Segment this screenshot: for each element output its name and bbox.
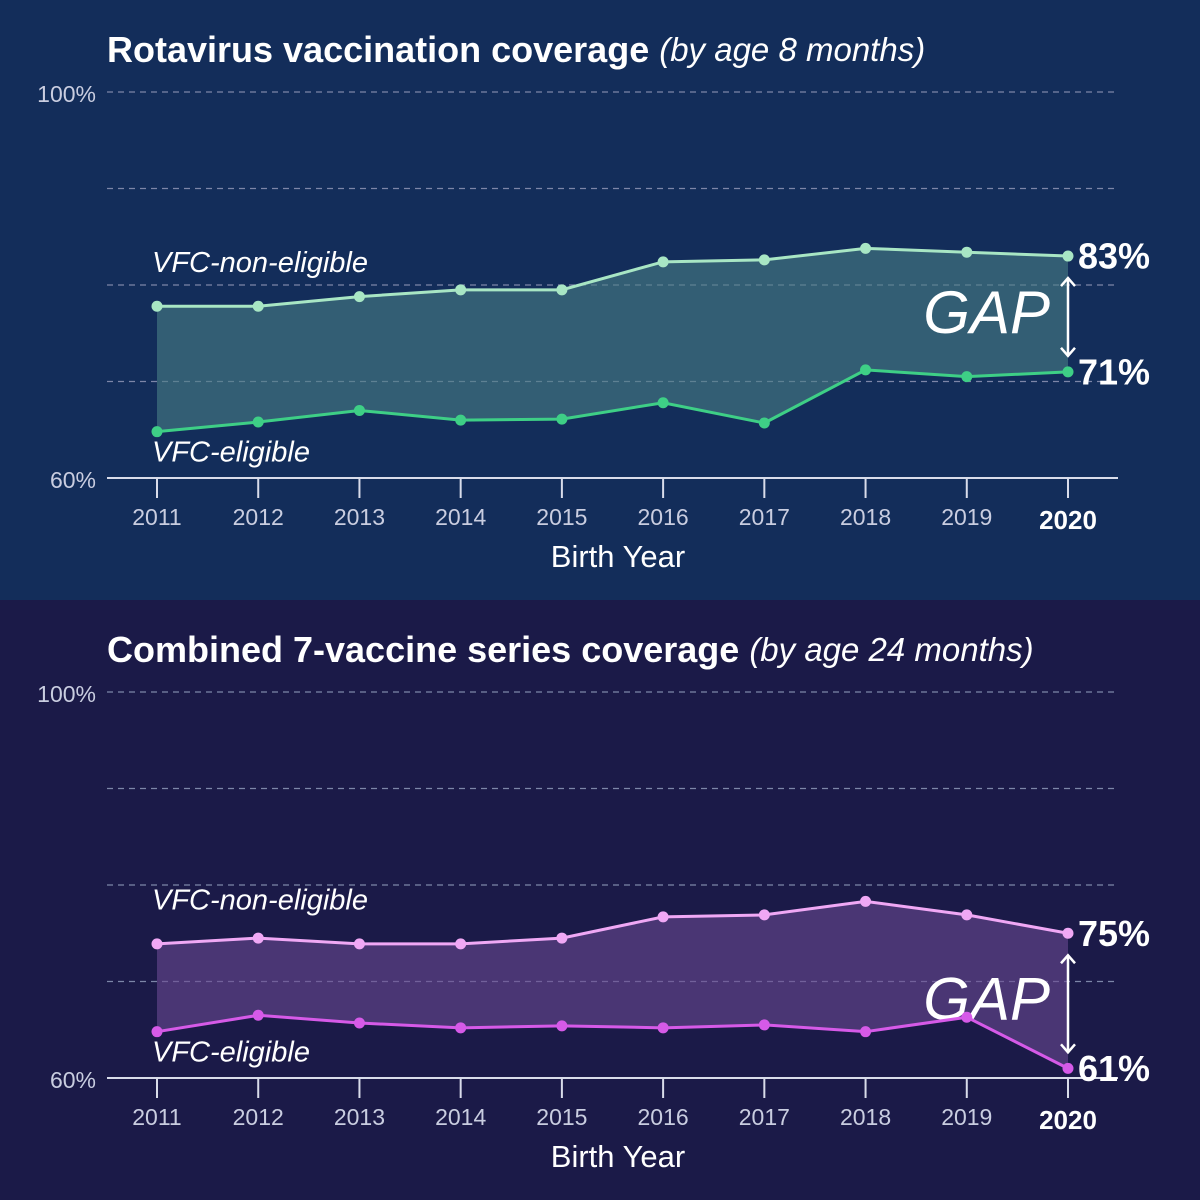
series-label: VFC-eligible xyxy=(152,436,310,468)
x-tick-label: 2020 xyxy=(1039,505,1097,535)
data-point xyxy=(1062,927,1074,939)
series-line xyxy=(156,368,1069,434)
x-tick-label: 2013 xyxy=(334,1104,385,1130)
data-point xyxy=(860,364,872,376)
data-point xyxy=(556,284,568,296)
data-point xyxy=(455,284,467,296)
y-tick-label: 100% xyxy=(37,81,96,107)
data-point xyxy=(151,300,163,312)
title-main: Combined 7-vaccine series coverage xyxy=(107,629,739,670)
data-point xyxy=(657,911,669,923)
data-point xyxy=(151,1026,163,1038)
series-label: VFC-eligible xyxy=(152,1036,310,1068)
data-point xyxy=(657,397,669,409)
data-point xyxy=(151,938,163,950)
data-point xyxy=(455,938,467,950)
data-point xyxy=(1062,366,1074,378)
x-tick-label: 2019 xyxy=(941,1104,992,1130)
gap-arrowhead xyxy=(1060,953,1076,1055)
x-tick-label: 2018 xyxy=(840,504,891,530)
x-tick-label: 2017 xyxy=(739,504,790,530)
x-tick-label: 2013 xyxy=(334,504,385,530)
title-main: Rotavirus vaccination coverage xyxy=(107,29,649,70)
data-point xyxy=(860,242,872,254)
data-point xyxy=(961,246,973,258)
x-tick-label: 2014 xyxy=(435,1104,486,1130)
data-point xyxy=(657,256,669,268)
x-tick-label: 2014 xyxy=(435,504,486,530)
x-tick-label: 2018 xyxy=(840,1104,891,1130)
y-tick-label: 60% xyxy=(50,1067,96,1093)
data-point xyxy=(657,1022,669,1034)
value-label: 75% xyxy=(1078,913,1150,954)
value-label: 71% xyxy=(1078,351,1150,392)
x-tick-label: 2015 xyxy=(536,504,587,530)
data-point xyxy=(758,254,770,266)
data-point xyxy=(1062,250,1074,262)
x-tick-label: 2012 xyxy=(233,504,284,530)
series-line xyxy=(156,899,1069,946)
gap-label: GAP xyxy=(923,966,1050,1033)
series-line xyxy=(156,1013,1069,1070)
data-point xyxy=(961,1011,973,1023)
x-tick-label: 2019 xyxy=(941,504,992,530)
y-tick-label: 100% xyxy=(37,681,96,707)
title-sub: (by age 24 months) xyxy=(749,631,1033,668)
data-point xyxy=(455,414,467,426)
data-point xyxy=(353,938,365,950)
x-tick-label: 2012 xyxy=(233,1104,284,1130)
series-label: VFC-non-eligible xyxy=(152,885,368,917)
gap-area xyxy=(157,901,1068,1069)
chart-panel: Rotavirus vaccination coverage (by age 8 … xyxy=(0,0,1200,600)
data-point xyxy=(556,413,568,425)
data-point xyxy=(353,404,365,416)
value-label: 83% xyxy=(1078,236,1150,277)
data-point xyxy=(758,417,770,429)
x-tick-label: 2016 xyxy=(638,1104,689,1130)
data-point xyxy=(961,909,973,921)
chart-title: Combined 7-vaccine series coverage (by ag… xyxy=(107,629,1034,670)
x-tick-label: 2011 xyxy=(132,1104,181,1130)
data-point xyxy=(455,1022,467,1034)
x-axis-label: Birth Year xyxy=(551,1139,685,1174)
data-point xyxy=(353,291,365,303)
data-point xyxy=(860,1026,872,1038)
data-point xyxy=(353,1017,365,1029)
x-tick-label: 2017 xyxy=(739,1104,790,1130)
x-tick-label: 2020 xyxy=(1039,1105,1097,1135)
series-label: VFC-non-eligible xyxy=(152,247,368,279)
data-point xyxy=(556,932,568,944)
y-tick-label: 60% xyxy=(50,467,96,493)
data-point xyxy=(758,1019,770,1031)
gap-area xyxy=(157,248,1068,432)
chart-title: Rotavirus vaccination coverage (by age 8 … xyxy=(107,29,925,70)
x-tick-label: 2011 xyxy=(132,504,181,530)
data-point xyxy=(252,932,264,944)
x-tick-label: 2016 xyxy=(638,504,689,530)
x-tick-label: 2015 xyxy=(536,1104,587,1130)
chart-panel: Combined 7-vaccine series coverage (by ag… xyxy=(0,600,1200,1200)
gap-label: GAP xyxy=(923,279,1050,346)
data-point xyxy=(860,895,872,907)
panel-background xyxy=(0,600,1200,1200)
data-point xyxy=(1062,1062,1074,1074)
series-line xyxy=(157,246,1069,308)
data-point xyxy=(758,909,770,921)
data-point xyxy=(151,426,163,438)
data-point xyxy=(556,1020,568,1032)
data-point xyxy=(252,416,264,428)
data-point xyxy=(252,1009,264,1021)
title-sub: (by age 8 months) xyxy=(659,31,925,68)
gap-arrowhead xyxy=(1060,276,1076,358)
x-axis-label: Birth Year xyxy=(551,539,685,574)
value-label: 61% xyxy=(1078,1048,1150,1089)
data-point xyxy=(252,300,264,312)
data-point xyxy=(961,371,973,383)
